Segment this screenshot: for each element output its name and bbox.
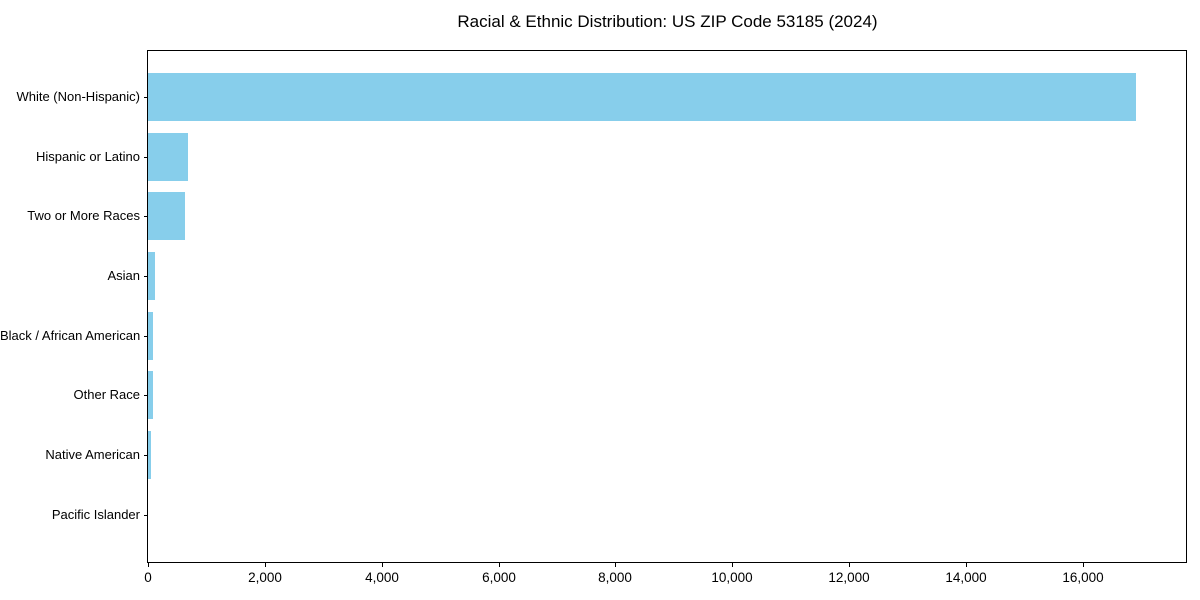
x-axis-tick [382,563,383,567]
y-tick-label: Other Race [73,387,140,402]
y-axis-tick [144,336,148,337]
y-axis-tick [144,515,148,516]
chart-title: Racial & Ethnic Distribution: US ZIP Cod… [457,12,878,31]
x-tick-label: 4,000 [365,570,399,585]
x-axis-tick [1083,563,1084,567]
bar-native-american [148,431,151,480]
bar-other-race [148,371,153,420]
x-axis-tick [499,563,500,567]
y-tick-label: Black / African American [0,328,141,343]
x-tick-label: 2,000 [248,570,282,585]
y-tick-label: White (Non-Hispanic) [16,89,140,104]
y-axis-tick [144,216,148,217]
x-tick-label: 10,000 [711,570,753,585]
x-tick-label: 6,000 [482,570,516,585]
x-tick-label: 12,000 [828,570,870,585]
y-axis-tick [144,455,148,456]
x-axis-tick [615,563,616,567]
y-tick-label: Asian [107,268,140,283]
x-tick-label: 16,000 [1062,570,1104,585]
y-axis-tick [144,395,148,396]
y-axis-tick [144,97,148,98]
bar-two-or-more-races [148,192,185,241]
x-tick-label: 14,000 [945,570,987,585]
x-axis-tick [966,563,967,567]
x-axis-tick [849,563,850,567]
bar-asian [148,252,156,301]
y-tick-label: Native American [45,447,140,462]
y-tick-label: Pacific Islander [51,507,140,522]
x-tick-label: 8,000 [598,570,632,585]
bar-black-african-american [148,311,154,360]
y-axis-tick [144,276,148,277]
x-axis-tick [732,563,733,567]
plot-area [147,50,1187,563]
y-axis-tick [144,157,148,158]
y-tick-label: Two or More Races [27,208,140,223]
bar-white-non-hispanic [148,73,1136,122]
x-axis-tick [265,563,266,567]
bar-hispanic-or-latino [148,132,188,181]
x-axis-tick [148,563,149,567]
y-tick-label: Hispanic or Latino [35,149,140,164]
x-tick-label: 0 [144,570,152,585]
